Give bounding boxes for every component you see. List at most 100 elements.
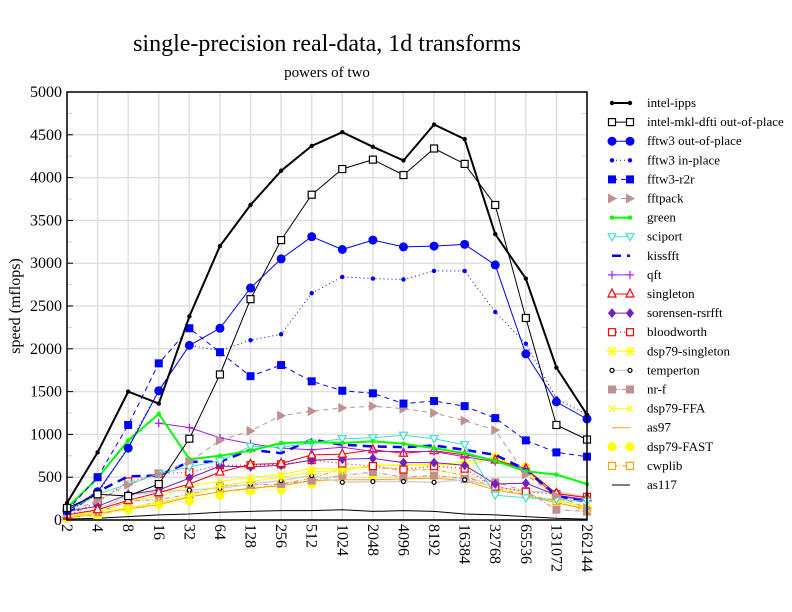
legend-label: bloodworth: [647, 324, 707, 339]
x-tick-label: 256: [272, 524, 289, 548]
y-tick-label: 2000: [30, 341, 62, 358]
x-tick-label: 65536: [517, 524, 534, 564]
data-point: [124, 479, 134, 490]
data-point: [367, 434, 378, 444]
data-point: [214, 465, 225, 476]
data-point: [399, 473, 408, 482]
x-tick-label: 128: [242, 524, 259, 548]
data-point: [491, 414, 500, 423]
series-line: [66, 148, 588, 509]
data-point: [607, 328, 617, 337]
data-point: [460, 239, 470, 249]
data-point: [248, 448, 253, 453]
data-point: [368, 235, 378, 245]
data-point: [277, 410, 287, 421]
data-point: [430, 397, 439, 406]
data-point: [399, 399, 408, 408]
y-tick-label: 3000: [30, 255, 62, 272]
data-point: [429, 241, 439, 251]
data-point: [401, 277, 406, 282]
data-point: [309, 290, 314, 296]
data-point: [95, 450, 100, 455]
data-point: [607, 346, 617, 357]
data-point: [401, 158, 406, 163]
data-point: [123, 443, 133, 453]
data-point: [491, 479, 500, 490]
data-point: [431, 445, 437, 451]
legend-label: dsp79-FFA: [647, 401, 706, 416]
data-point: [306, 467, 317, 478]
series-line: [66, 405, 588, 514]
data-point: [276, 254, 286, 264]
y-axis-ticks: 0 500 1000 1500 2000 2500 3000 3500 4000 4500 5000: [30, 84, 587, 529]
data-point: [523, 276, 529, 281]
legend-item: sorensen-rsrfft: [608, 305, 723, 320]
legend-item: dsp79-FFA: [608, 401, 706, 416]
data-point: [246, 372, 255, 381]
y-tick-label: 0: [54, 512, 62, 529]
data-point: [520, 494, 531, 503]
data-point: [460, 460, 469, 471]
data-point: [491, 425, 501, 436]
data-point: [462, 477, 468, 483]
data-point: [337, 447, 348, 458]
data-point: [521, 478, 530, 489]
data-point: [185, 423, 194, 432]
data-point: [398, 242, 408, 252]
data-point: [523, 341, 529, 346]
data-point: [156, 401, 161, 406]
data-point: [627, 215, 633, 220]
legend-item: dsp79-FAST: [607, 439, 713, 454]
series-line: [66, 236, 588, 512]
data-point: [93, 490, 102, 499]
data-point: [124, 491, 133, 501]
y-tick-label: 5000: [30, 84, 62, 101]
data-point: [368, 389, 377, 398]
data-point: [521, 469, 531, 480]
data-point: [368, 447, 377, 456]
data-point: [154, 359, 163, 368]
series-line: [66, 270, 588, 513]
data-point: [462, 451, 467, 456]
data-point: [430, 471, 439, 480]
x-tick-label: 4: [89, 524, 106, 532]
data-point: [370, 144, 376, 149]
data-point: [551, 397, 561, 407]
x-tick-label: 16384: [456, 524, 473, 564]
series-line: [66, 123, 588, 504]
series-line: [66, 457, 588, 512]
data-point: [368, 468, 377, 477]
data-point: [431, 122, 437, 127]
data-point: [276, 457, 287, 468]
chart-title: single-precision real-data, 1d transform…: [133, 31, 521, 57]
data-point: [125, 389, 131, 394]
data-point: [521, 436, 530, 445]
data-point: [185, 324, 194, 333]
legend-label: sciport: [647, 229, 683, 244]
data-point: [607, 461, 617, 470]
legend-item: intel-mkl-dfti out-of-place: [607, 114, 784, 129]
data-point: [276, 472, 287, 483]
series-line: [66, 457, 588, 519]
data-point: [606, 233, 618, 242]
series-line: [66, 327, 588, 511]
data-point: [552, 420, 561, 430]
data-point: [92, 503, 103, 514]
data-point: [184, 491, 195, 502]
data-point: [626, 270, 634, 279]
data-point: [154, 468, 164, 479]
star-mark: [154, 498, 164, 508]
data-point: [337, 465, 348, 476]
series-line: [66, 471, 588, 513]
data-point: [625, 287, 635, 298]
data-point: [521, 349, 531, 359]
star-mark: [276, 472, 286, 482]
data-point: [608, 193, 617, 204]
y-tick-label: 500: [38, 469, 62, 486]
legend-label: fftpack: [647, 191, 684, 206]
data-point: [156, 411, 161, 417]
data-point: [307, 476, 316, 485]
data-point: [399, 447, 408, 456]
data-point: [123, 503, 134, 514]
y-tick-label: 4500: [30, 127, 62, 144]
